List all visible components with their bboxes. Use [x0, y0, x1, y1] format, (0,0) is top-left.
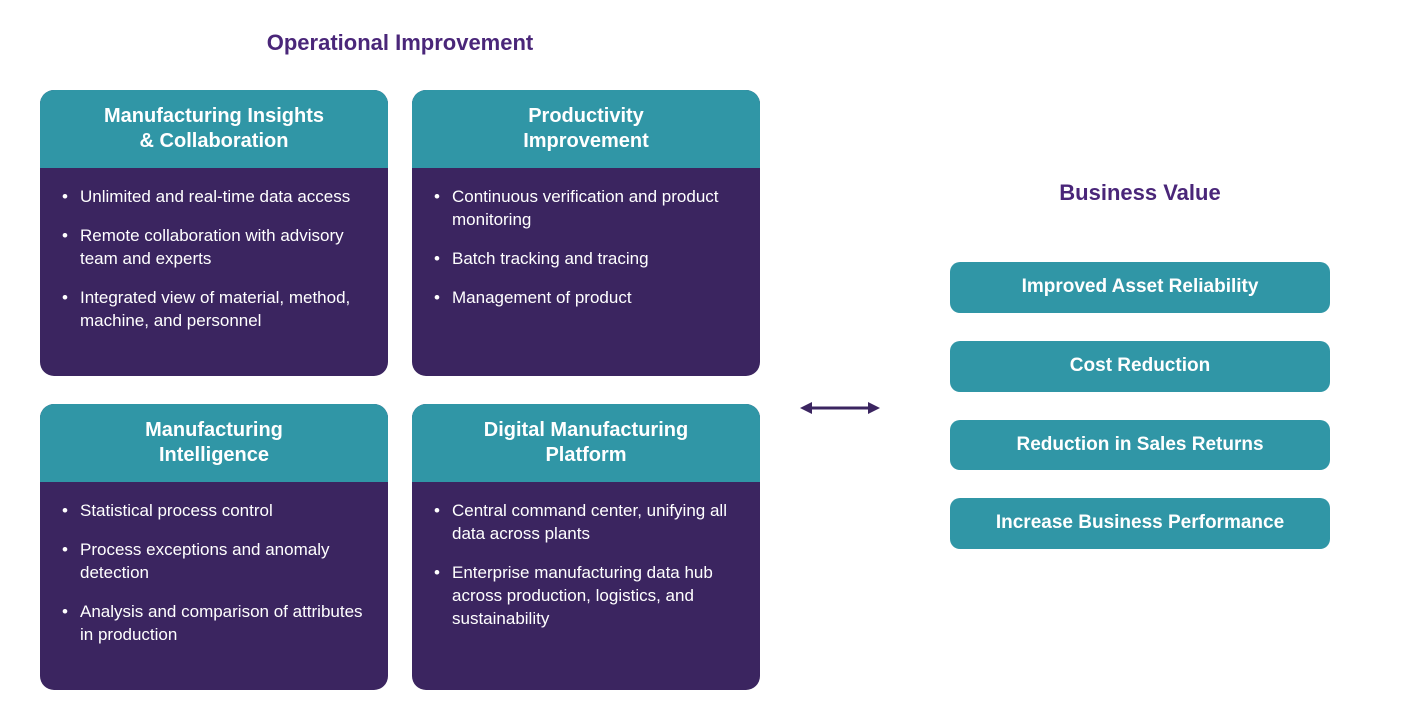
card-body: Unlimited and real-time data access Remo… [40, 168, 388, 376]
left-section-title: Operational Improvement [40, 30, 760, 56]
right-section-title: Business Value [950, 180, 1330, 206]
bullet: Remote collaboration with advisory team … [62, 225, 366, 271]
card-digital-manufacturing-platform: Digital ManufacturingPlatform Central co… [412, 404, 760, 690]
bullet: Unlimited and real-time data access [62, 186, 366, 209]
card-manufacturing-intelligence: ManufacturingIntelligence Statistical pr… [40, 404, 388, 690]
business-value-pills: Improved Asset Reliability Cost Reductio… [950, 262, 1330, 549]
bullet: Enterprise manufacturing data hub across… [434, 562, 738, 631]
double-arrow-icon [800, 394, 880, 422]
bullet: Batch tracking and tracing [434, 248, 738, 271]
card-body: Central command center, unifying all dat… [412, 482, 760, 690]
bullet: Process exceptions and anomaly detection [62, 539, 366, 585]
bullet: Statistical process control [62, 500, 366, 523]
card-header: Digital ManufacturingPlatform [412, 404, 760, 482]
business-value-section: Business Value Improved Asset Reliabilit… [950, 180, 1330, 549]
card-productivity-improvement: ProductivityImprovement Continuous verif… [412, 90, 760, 376]
bullet: Management of product [434, 287, 738, 310]
pill-increase-business-performance: Increase Business Performance [950, 498, 1330, 549]
card-body: Continuous verification and product moni… [412, 168, 760, 376]
card-manufacturing-insights: Manufacturing Insights& Collaboration Un… [40, 90, 388, 376]
card-header: ManufacturingIntelligence [40, 404, 388, 482]
bullet: Continuous verification and product moni… [434, 186, 738, 232]
card-body: Statistical process control Process exce… [40, 482, 388, 690]
bullet: Analysis and comparison of attributes in… [62, 601, 366, 647]
bullet: Integrated view of material, method, mac… [62, 287, 366, 333]
operational-improvement-grid: Manufacturing Insights& Collaboration Un… [40, 90, 760, 690]
pill-cost-reduction: Cost Reduction [950, 341, 1330, 392]
pill-improved-asset-reliability: Improved Asset Reliability [950, 262, 1330, 313]
card-header: Manufacturing Insights& Collaboration [40, 90, 388, 168]
card-header: ProductivityImprovement [412, 90, 760, 168]
pill-reduction-sales-returns: Reduction in Sales Returns [950, 420, 1330, 471]
bullet: Central command center, unifying all dat… [434, 500, 738, 546]
